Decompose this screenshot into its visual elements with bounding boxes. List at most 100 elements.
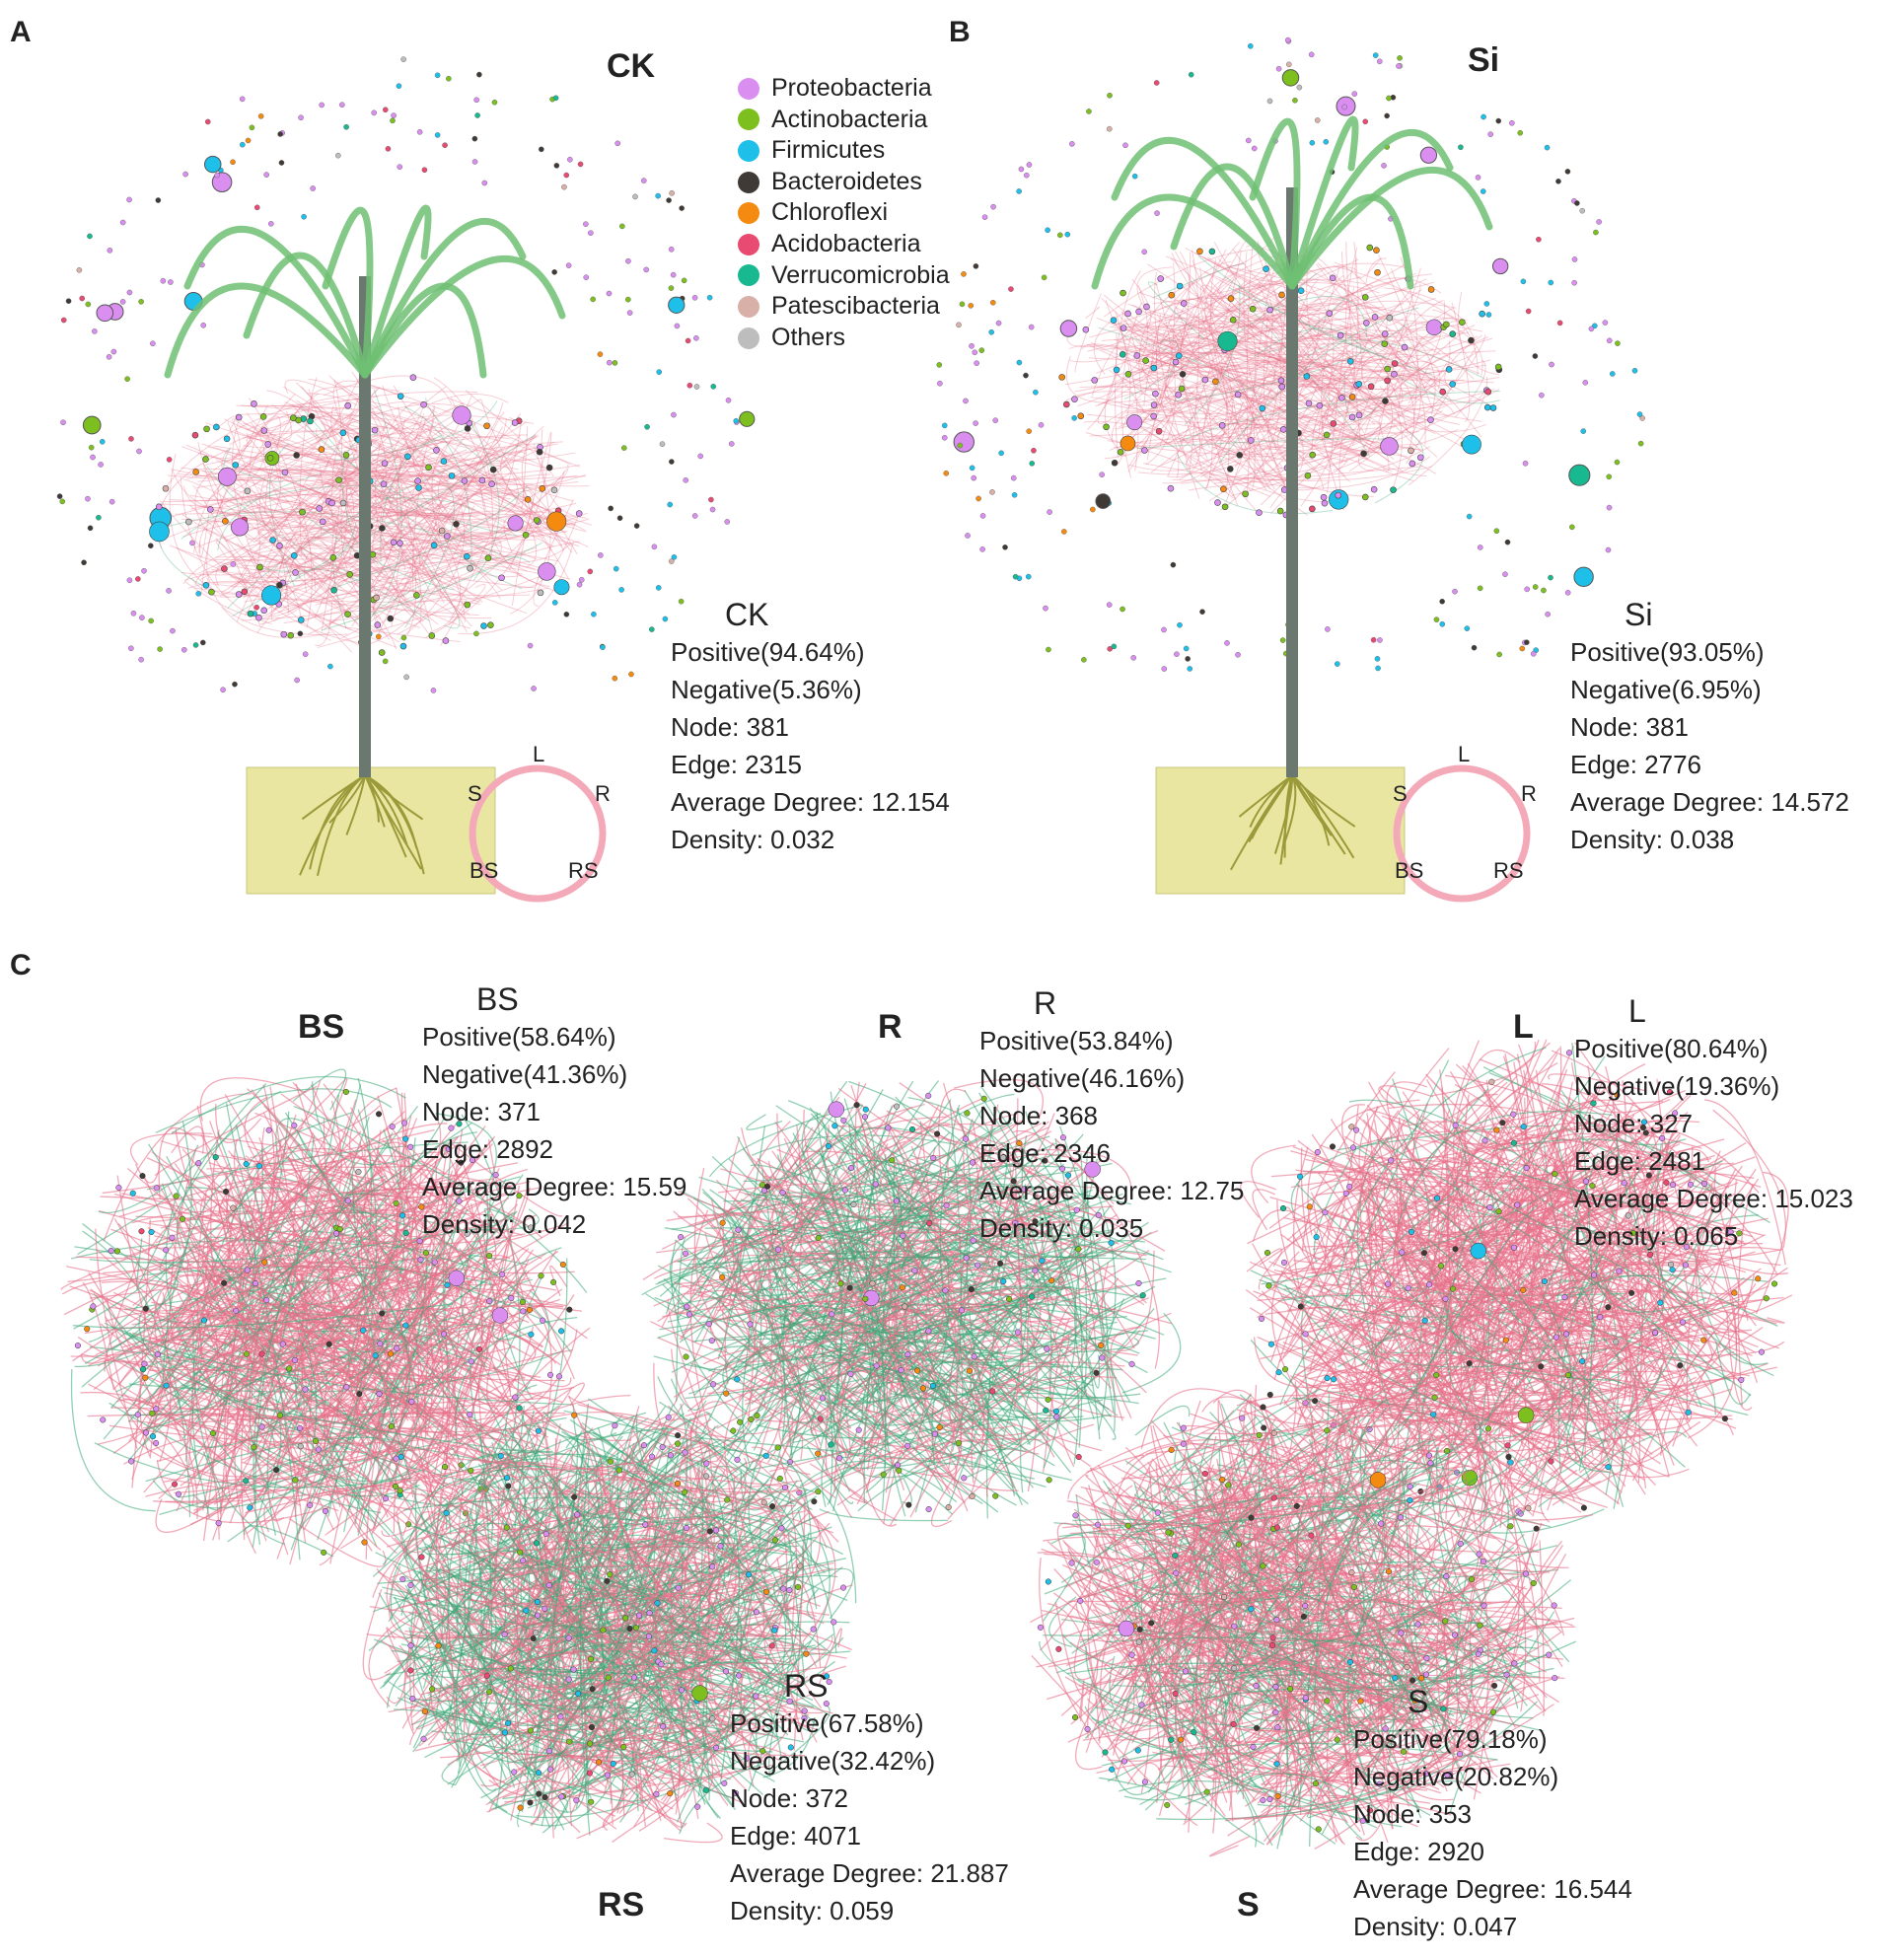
network-node <box>588 230 594 236</box>
network-edge <box>1295 1333 1733 1421</box>
network-node <box>1552 1170 1558 1178</box>
network-edge <box>1404 1145 1594 1457</box>
network-node <box>488 480 495 487</box>
network-node <box>1514 1201 1521 1208</box>
network-edge <box>1712 1109 1787 1249</box>
network-node <box>126 577 133 584</box>
network-node <box>1059 1134 1067 1141</box>
network-node <box>1075 1246 1082 1253</box>
network-node <box>448 1270 465 1287</box>
node-layer <box>74 1088 573 1556</box>
network-edge <box>1246 1248 1283 1272</box>
network-edge <box>439 1387 573 1529</box>
network-node <box>170 627 176 634</box>
network-node <box>904 1351 911 1358</box>
network-edge <box>947 1423 1095 1520</box>
network-node <box>416 129 423 135</box>
network-edge <box>1054 1137 1083 1448</box>
network-node <box>853 1102 860 1109</box>
network-edge <box>80 1391 198 1519</box>
network-node <box>683 477 689 483</box>
network-edge <box>1477 1343 1680 1514</box>
network-node <box>828 1101 845 1118</box>
network-edge <box>782 1159 1103 1411</box>
network-edge <box>381 1477 495 1538</box>
network-edge <box>1557 1159 1647 1474</box>
network-node <box>846 1284 853 1291</box>
network-node <box>394 1344 400 1351</box>
network-edge <box>95 1228 138 1450</box>
network-edge <box>249 1134 315 1458</box>
network-edge <box>162 1169 237 1390</box>
network-edge <box>225 1103 378 1548</box>
network-node <box>379 1310 386 1317</box>
network-node <box>595 1759 603 1766</box>
network-node <box>1520 1124 1527 1130</box>
network-node <box>1273 1524 1280 1531</box>
network-edge <box>156 1305 563 1403</box>
network-node <box>803 1650 810 1657</box>
network-node <box>600 644 606 650</box>
network-edge <box>788 1433 804 1460</box>
network-node <box>1098 1342 1105 1348</box>
network-node <box>85 301 92 308</box>
network-edge <box>1649 1284 1724 1316</box>
network-node <box>444 1281 451 1288</box>
network-node <box>473 97 479 104</box>
network-edge <box>671 1240 761 1443</box>
network-edge <box>865 1258 950 1493</box>
network-edge <box>267 1178 359 1234</box>
network-node <box>387 1350 395 1357</box>
network-node <box>139 1173 146 1180</box>
network-node <box>670 271 677 278</box>
network-node <box>1073 1206 1080 1213</box>
network-node <box>607 1571 614 1578</box>
network-node <box>607 359 613 366</box>
network-edge <box>670 1378 707 1412</box>
network-node <box>60 317 67 324</box>
network-node <box>904 1442 911 1449</box>
network-node <box>1256 1431 1263 1439</box>
network-node <box>964 1110 971 1117</box>
network-node <box>491 1307 509 1324</box>
network-node <box>249 124 255 131</box>
network-node <box>795 1583 802 1590</box>
network-node <box>56 493 63 499</box>
network-node <box>1433 1372 1440 1379</box>
network-node <box>139 615 145 620</box>
network-node <box>1423 1655 1430 1662</box>
network-node <box>1334 1736 1340 1743</box>
network-edge <box>323 1237 366 1347</box>
network-node <box>119 219 126 226</box>
network-node <box>1254 1724 1261 1731</box>
network-node <box>894 1103 901 1110</box>
network-edge <box>477 1191 575 1380</box>
network-node <box>703 1460 710 1467</box>
network-node <box>1014 1329 1021 1336</box>
network-edge <box>776 1116 947 1207</box>
network-node <box>1250 1743 1257 1751</box>
network-node <box>148 1228 155 1236</box>
network-node <box>1628 1289 1635 1296</box>
network-edge <box>769 1125 864 1289</box>
network-node <box>212 1154 219 1161</box>
network-edge <box>1504 1053 1556 1457</box>
network-node <box>489 466 497 473</box>
network-edge <box>704 1227 870 1244</box>
network-node <box>200 322 206 328</box>
network-edge <box>487 1138 530 1319</box>
network-node <box>682 1449 688 1456</box>
network-node <box>558 1793 565 1800</box>
network-node <box>632 1625 639 1632</box>
network-edge <box>888 1128 1055 1458</box>
network-edge <box>1405 1268 1554 1323</box>
network-edge <box>757 1249 859 1457</box>
network-edge <box>147 1143 364 1501</box>
network-edge <box>181 1384 536 1454</box>
network-node <box>896 1467 903 1474</box>
network-edge <box>145 1436 404 1483</box>
network-node <box>59 498 66 505</box>
network-node <box>1469 1575 1476 1583</box>
network-edge <box>1343 1207 1529 1435</box>
edge-layer <box>60 1068 591 1567</box>
